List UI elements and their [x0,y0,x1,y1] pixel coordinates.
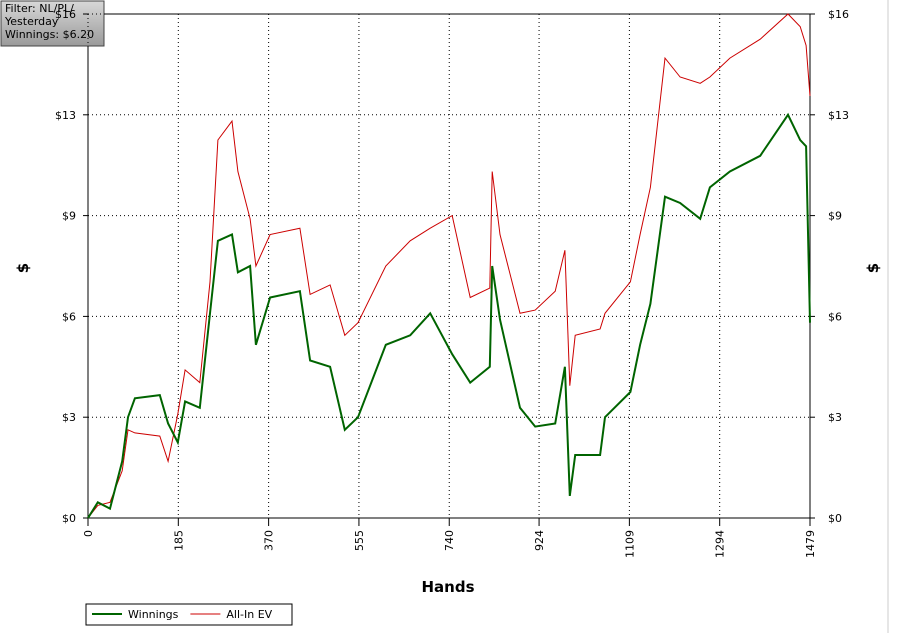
x-tick-label: 924 [533,530,546,551]
x-tick-label: 1109 [623,530,636,558]
y-axis-label: $ [14,263,32,273]
filter-text: Yesterday [4,15,59,28]
y-tick-label: $0 [62,512,76,525]
x-tick-label: 740 [443,530,456,551]
y2-tick-label: $3 [828,411,842,424]
legend: Winnings All-In EV [85,603,293,626]
series-line [87,13,811,519]
x-tick-label: 185 [172,530,185,551]
x-tick-label: 1479 [804,530,817,558]
x-tick-label: 555 [353,530,366,551]
y-tick-label: $13 [55,109,76,122]
series-line [87,112,811,519]
x-tick-label: 370 [263,530,276,551]
x-tick-label: 0 [82,530,95,537]
y2-tick-label: $9 [828,210,842,223]
x-axis-label: Hands [421,578,474,596]
y-tick-label: $9 [62,210,76,223]
y2-tick-label: $16 [828,8,849,21]
legend-label: Winnings [128,608,179,621]
y2-tick-label: $13 [828,109,849,122]
y2-axis-label: $ [864,263,882,273]
legend-label: All-In EV [226,608,272,621]
y-tick-label: $3 [62,411,76,424]
y-tick-label: $16 [55,8,76,21]
filter-text: Filter: NL/PL/ [5,2,74,15]
filter-box [0,0,105,47]
x-tick-label: 1294 [714,530,727,558]
y-tick-label: $6 [62,310,76,323]
legend-box [85,603,293,626]
filter-text: Winnings: $6.20 [5,28,94,41]
y2-tick-label: $6 [828,310,842,323]
y2-tick-label: $0 [828,512,842,525]
